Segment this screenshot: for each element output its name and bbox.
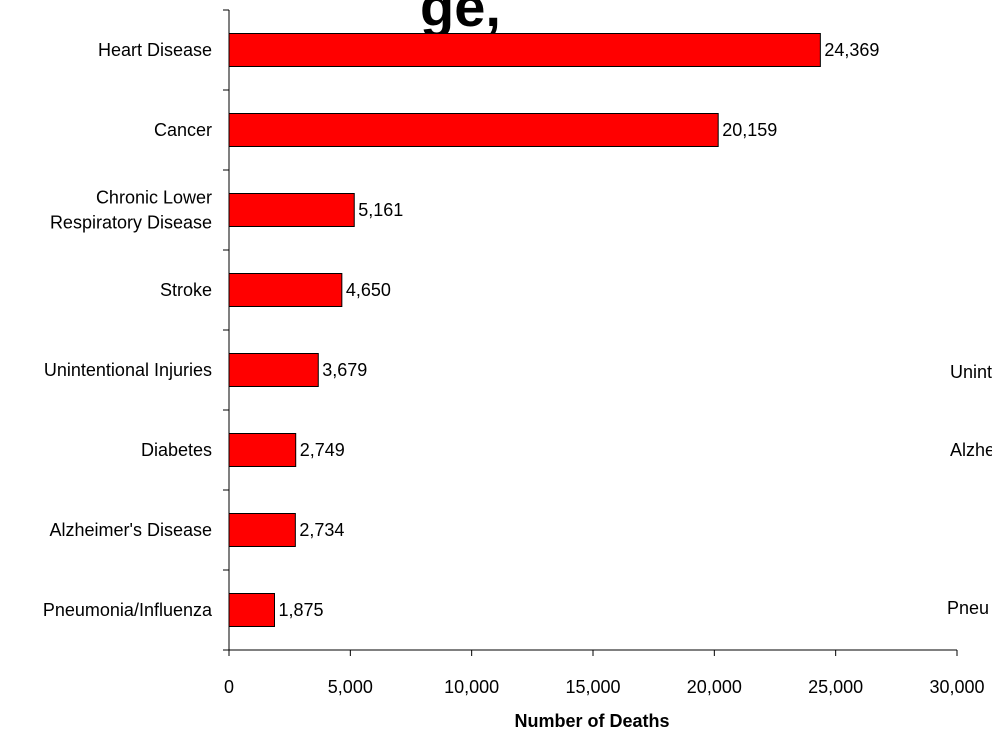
bar-value-label: 5,161: [358, 200, 403, 220]
bar: [228, 33, 821, 67]
category-label: Alzheimer's Disease: [50, 520, 213, 540]
bar: [228, 353, 319, 387]
bar-value-label: 4,650: [346, 280, 391, 300]
category-label: Unintentional Injuries: [44, 360, 212, 380]
bar-value-label: 20,159: [722, 120, 777, 140]
x-tick-label: 20,000: [687, 677, 742, 697]
bar: [228, 513, 296, 547]
chart-title-fragment: ge,: [420, 0, 501, 38]
category-label: Diabetes: [141, 440, 212, 460]
right-fragment-3: Pneu: [947, 598, 989, 618]
bar-value-label: 2,734: [299, 520, 344, 540]
plot-area: 0 5,000 10,000 15,000 20,000 25,000 30,000 24,3…: [43, 9, 985, 697]
x-tick-label: 25,000: [808, 677, 863, 697]
bar-value-label: 24,369: [824, 40, 879, 60]
x-tick-label: 15,000: [565, 677, 620, 697]
category-label: Chronic Lower Respiratory Disease: [50, 188, 212, 233]
bar-value-label: 3,679: [322, 360, 367, 380]
category-label: Cancer: [154, 120, 212, 140]
category-label: Stroke: [160, 280, 212, 300]
bar-value-label: 2,749: [300, 440, 345, 460]
x-axis-title: Number of Deaths: [514, 711, 669, 731]
bar: [228, 433, 297, 467]
bar: [228, 273, 343, 307]
bar-value-label: 1,875: [279, 600, 324, 620]
right-fragment-1: Unint: [950, 362, 992, 382]
right-fragment-2: Alzhe: [950, 440, 992, 460]
category-label: Heart Disease: [98, 40, 212, 60]
bar: [228, 113, 719, 147]
bar: [228, 193, 355, 227]
bar: [228, 593, 275, 627]
x-tick-label: 5,000: [328, 677, 373, 697]
category-label: Pneumonia/Influenza: [43, 600, 213, 620]
x-tick-label: 10,000: [444, 677, 499, 697]
x-tick-label: 0: [224, 677, 234, 697]
x-tick-label: 30,000: [929, 677, 984, 697]
